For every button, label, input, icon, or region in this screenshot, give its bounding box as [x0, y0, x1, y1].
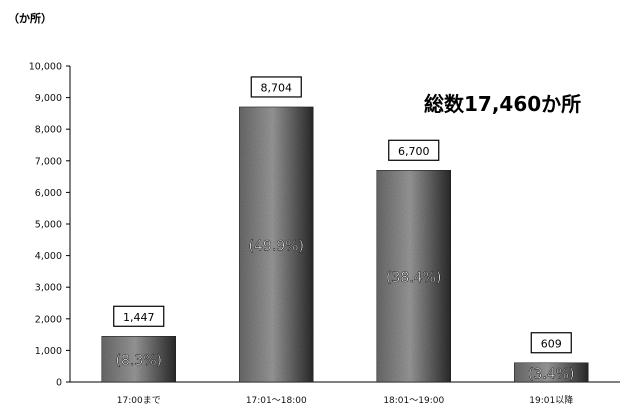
y-tick-label: 1,000 — [35, 346, 62, 357]
y-tick-label: 0 — [56, 378, 62, 389]
y-tick-label: 4,000 — [35, 251, 62, 262]
bar — [101, 335, 177, 383]
value-label-box — [113, 305, 165, 327]
y-tick-label: 3,000 — [35, 283, 62, 294]
x-tick-label: 17:00まで — [117, 395, 161, 406]
bar-labels: 1,447 (8.3%) 8,704 (49.9%) 6,700 (38.4%) 609 (3… — [113, 76, 575, 383]
value-label: 609 — [541, 337, 562, 350]
bars — [101, 106, 589, 383]
x-axis: 17:00まで 17:01～18:00 18:01～19:00 19:01以降 — [70, 381, 620, 406]
unit-label: （か所） — [8, 11, 52, 25]
bar — [238, 106, 314, 383]
y-tick-label: 5,000 — [35, 220, 62, 231]
bar — [513, 362, 589, 383]
value-label: 8,704 — [261, 81, 293, 94]
y-tick-label: 2,000 — [35, 314, 62, 325]
y-tick-label: 6,000 — [35, 188, 62, 199]
value-label: 1,447 — [123, 311, 155, 324]
y-tick-label: 10,000 — [29, 62, 62, 73]
y-tick-label: 9,000 — [35, 93, 62, 104]
value-label-box — [388, 139, 440, 161]
value-label-box — [530, 332, 572, 354]
bar — [376, 169, 452, 383]
y-tick-label: 8,000 — [35, 125, 62, 136]
percent-label: (38.4%) — [386, 270, 441, 286]
y-tick-label: 7,000 — [35, 156, 62, 167]
value-label-box — [250, 76, 302, 98]
total-annotation: 総数17,460か所 — [424, 92, 581, 116]
x-tick-label: 17:01～18:00 — [246, 396, 307, 406]
percent-label: (8.3%) — [116, 353, 163, 369]
value-label: 6,700 — [398, 145, 430, 158]
x-tick-label: 19:01以降 — [529, 394, 573, 406]
percent-label: (49.9%) — [249, 238, 304, 254]
y-axis: 0 1,000 2,000 3,000 4,000 5,000 6,000 7,000 8,00… — [29, 62, 71, 389]
percent-label: (3.4%) — [528, 366, 575, 382]
x-tick-label: 18:01～19:00 — [383, 396, 444, 406]
